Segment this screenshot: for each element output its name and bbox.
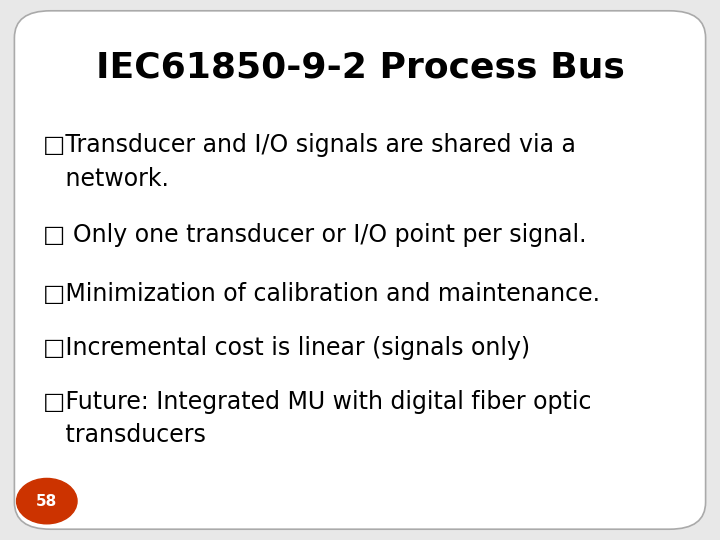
Text: 58: 58	[36, 494, 58, 509]
Text: □ Only one transducer or I/O point per signal.: □ Only one transducer or I/O point per s…	[43, 223, 587, 247]
Text: □Incremental cost is linear (signals only): □Incremental cost is linear (signals onl…	[43, 336, 531, 360]
Circle shape	[17, 478, 77, 524]
Text: IEC61850-9-2 Process Bus: IEC61850-9-2 Process Bus	[96, 51, 624, 84]
Text: □Minimization of calibration and maintenance.: □Minimization of calibration and mainten…	[43, 282, 600, 306]
Text: □Transducer and I/O signals are shared via a
   network.: □Transducer and I/O signals are shared v…	[43, 133, 576, 191]
Text: □Future: Integrated MU with digital fiber optic
   transducers: □Future: Integrated MU with digital fibe…	[43, 390, 592, 447]
